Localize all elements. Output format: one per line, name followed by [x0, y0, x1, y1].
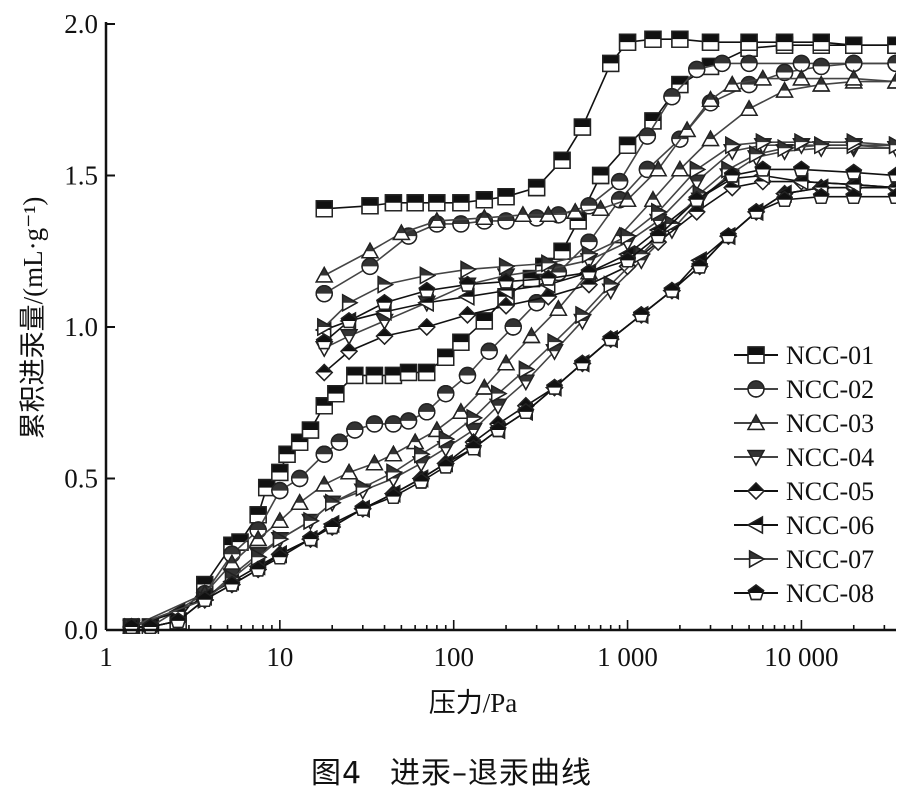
axes: 0.0 0.5 1.0 1.5 2.0 1 10 100 1 000 10 000	[64, 9, 896, 672]
legend: NCC-01 NCC-02 NCC-03 NCC-04 NCC-05 NCC-06 NCC-…	[734, 341, 874, 608]
legend-label: NCC-04	[786, 443, 874, 472]
legend-item-ncc-04: NCC-04	[734, 443, 874, 472]
y-tick-label: 2.0	[64, 9, 98, 39]
mercury-intrusion-chart: 0.0 0.5 1.0 1.5 2.0 1 10 100 1 000 10 000 累积进汞量/(…	[18, 9, 896, 718]
x-tick-label: 1 000	[597, 642, 658, 672]
legend-item-ncc-05: NCC-05	[734, 477, 874, 506]
legend-label: NCC-07	[786, 545, 874, 574]
x-axis-title: 压力/Pa	[429, 688, 518, 718]
legend-item-ncc-02: NCC-02	[734, 375, 874, 404]
series-ncc-03	[122, 69, 896, 634]
y-tick-label: 1.0	[64, 312, 98, 342]
x-tick-label: 10 000	[764, 642, 838, 672]
legend-label: NCC-02	[786, 375, 874, 404]
legend-item-ncc-06: NCC-06	[734, 511, 874, 540]
legend-label: NCC-05	[786, 477, 874, 506]
x-tick-label: 1	[99, 642, 113, 672]
figure-caption: 图4 进汞–退汞曲线	[0, 748, 903, 792]
legend-label: NCC-01	[786, 341, 874, 370]
y-tick-label: 1.5	[64, 161, 98, 191]
x-tick-label: 10	[266, 642, 293, 672]
y-axis-title: 累积进汞量/(mL·g⁻¹)	[18, 197, 48, 440]
caption-text: 进汞–退汞曲线	[390, 756, 593, 791]
y-tick-label: 0.5	[64, 464, 98, 494]
y-tick-label: 0.0	[64, 615, 98, 645]
legend-label: NCC-08	[786, 579, 874, 608]
series-ncc-08	[122, 160, 896, 634]
legend-item-ncc-07: NCC-07	[734, 545, 874, 574]
legend-item-ncc-01: NCC-01	[734, 341, 874, 370]
x-tick-label: 100	[433, 642, 474, 672]
caption-label: 图4	[310, 756, 363, 791]
legend-label: NCC-06	[786, 511, 874, 540]
legend-item-ncc-03: NCC-03	[734, 409, 874, 438]
legend-label: NCC-03	[786, 409, 874, 438]
legend-item-ncc-08: NCC-08	[734, 579, 874, 608]
series-layer	[121, 30, 896, 634]
